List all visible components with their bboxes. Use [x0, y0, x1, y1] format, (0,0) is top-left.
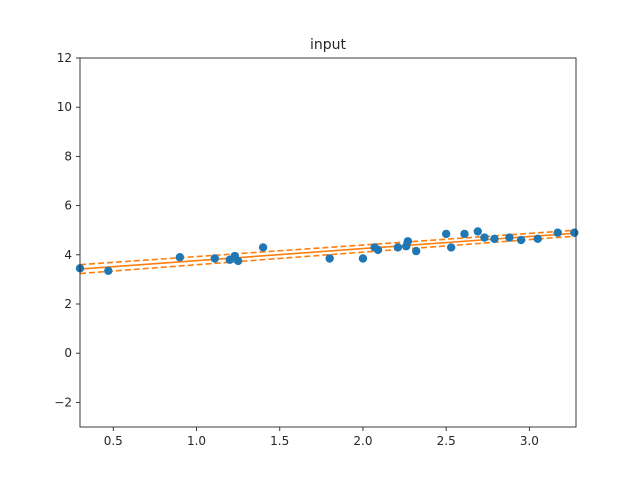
data-point — [473, 227, 482, 236]
data-point — [358, 254, 368, 263]
data-point — [393, 243, 403, 252]
data-point — [403, 237, 413, 246]
y-tick-label: 12 — [57, 51, 72, 65]
x-axis: 0.5 1.0 1.5 2.0 2.5 3.0 — [104, 427, 539, 448]
data-point — [233, 256, 243, 266]
x-tick-label: 1.0 — [187, 434, 206, 448]
data-point — [480, 233, 489, 242]
data-point — [516, 235, 526, 245]
data-point — [210, 254, 220, 263]
y-tick-label: 4 — [64, 248, 72, 262]
data-point — [325, 254, 334, 263]
data-points — [75, 227, 579, 275]
data-point — [553, 228, 562, 237]
data-point — [373, 245, 383, 255]
data-point — [490, 234, 499, 244]
data-point — [441, 229, 451, 239]
data-point — [104, 266, 113, 275]
x-tick-label: 1.5 — [270, 434, 289, 448]
data-point — [570, 228, 579, 237]
x-tick-label: 0.5 — [104, 434, 123, 448]
y-tick-label: 2 — [64, 297, 72, 311]
data-point — [412, 246, 421, 256]
data-point — [446, 243, 456, 252]
chart-title: input — [310, 37, 347, 53]
y-tick-label: 0 — [64, 346, 72, 360]
data-point — [533, 234, 542, 244]
y-tick-label: 6 — [64, 199, 72, 213]
y-tick-label: 10 — [57, 100, 72, 114]
plot-frame — [79, 57, 577, 428]
data-point — [460, 229, 469, 239]
y-tick-label: −2 — [54, 395, 72, 409]
x-tick-label: 2.0 — [353, 434, 372, 448]
data-point — [258, 243, 268, 252]
data-point — [505, 233, 514, 242]
y-tick-label: 8 — [64, 149, 72, 163]
data-point — [175, 253, 185, 262]
x-tick-label: 2.5 — [437, 434, 456, 448]
y-axis: −2 0 2 4 6 8 10 12 — [54, 51, 80, 409]
x-tick-label: 3.0 — [520, 434, 539, 448]
